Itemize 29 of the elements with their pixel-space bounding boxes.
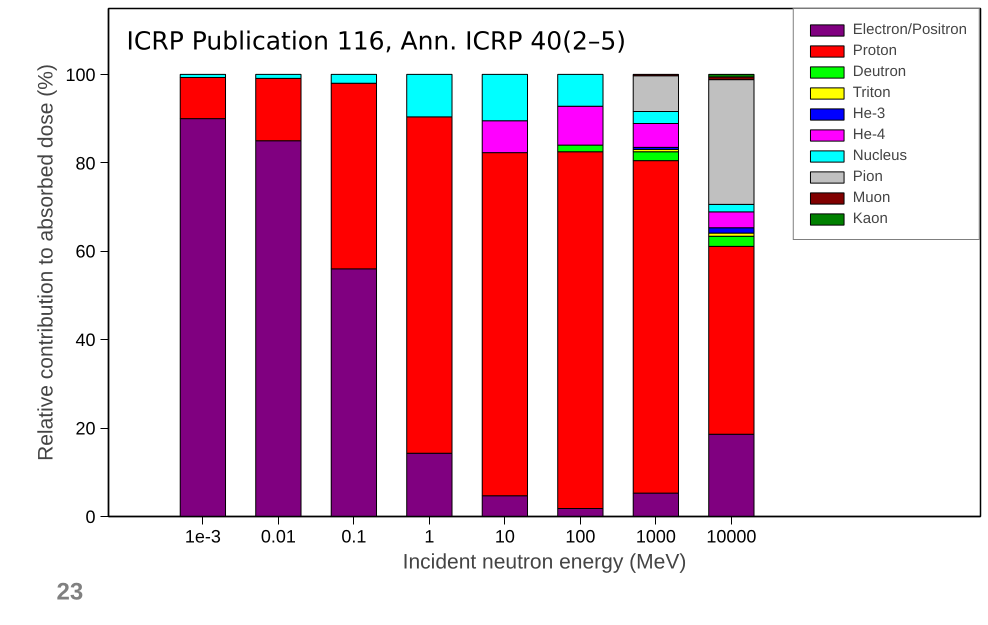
x-tick-label: 10 (494, 526, 515, 546)
y-tick-label: 80 (75, 153, 96, 174)
x-tick-label: 0.01 (260, 526, 296, 546)
y-tick-label: 0 (85, 507, 96, 527)
legend-label: Triton (852, 84, 891, 101)
legend-label: Proton (852, 42, 897, 59)
legend-label: Deutron (852, 63, 906, 80)
text: ICRP Publication 116, Ann. ICRP 40(2–5) (126, 26, 626, 56)
x-tick-label: 1e-3 (184, 526, 221, 546)
x-axis-title: Incident neutron energy (MeV) (402, 550, 686, 574)
x-tick-label: 1 (424, 526, 434, 546)
x-tick-label: 100 (565, 526, 596, 546)
x-tick-label: 1000 (636, 526, 676, 546)
legend-label: Nucleus (852, 147, 907, 164)
text: 23 (56, 578, 84, 606)
legend-label: Electron/Positron (852, 21, 967, 38)
y-tick-label: 100 (65, 64, 96, 85)
legend-label: Kaon (852, 210, 888, 227)
bar (708, 74, 755, 78)
y-tick-label: 40 (75, 330, 96, 350)
x-tick-label: 0.1 (341, 526, 366, 546)
legend-label: Muon (852, 189, 890, 206)
legend-label: He-4 (852, 126, 886, 143)
legend-label: Pion (852, 168, 883, 185)
y-tick-label: 20 (75, 418, 96, 439)
x-tick-label: 10000 (706, 526, 756, 546)
y-tick-label: 60 (75, 242, 96, 262)
y-axis-title: Relative contribution to absorbed dose (%) (34, 64, 58, 461)
legend-label: He-3 (852, 105, 886, 122)
